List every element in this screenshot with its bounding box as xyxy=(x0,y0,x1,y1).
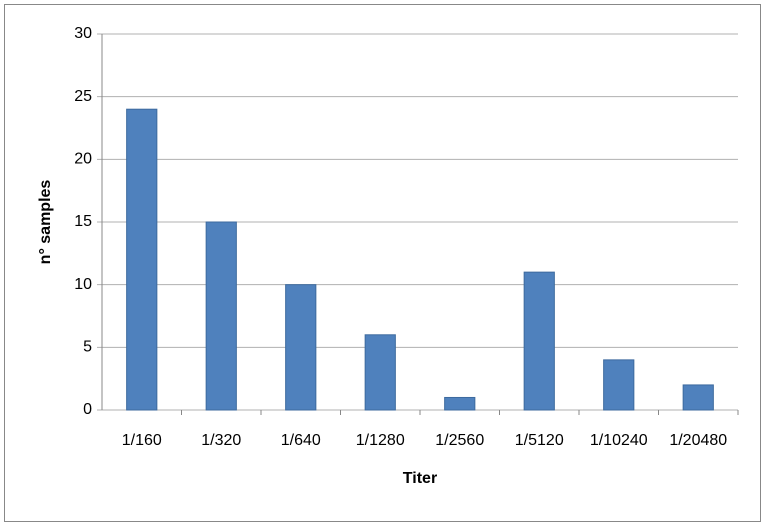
x-tick-label: 1/1280 xyxy=(356,432,405,449)
bar xyxy=(682,384,714,411)
x-axis-title: Titer xyxy=(403,470,437,487)
x-tick-label: 1/10240 xyxy=(590,432,648,449)
bar xyxy=(603,359,635,411)
y-tick-label: 25 xyxy=(74,88,92,105)
x-tick-label: 1/2560 xyxy=(435,432,484,449)
bar xyxy=(285,284,317,411)
y-tick-label: 5 xyxy=(83,339,92,356)
y-tick-label: 30 xyxy=(74,25,92,42)
x-tick-label: 1/160 xyxy=(122,432,162,449)
bar xyxy=(444,396,476,411)
bar xyxy=(523,271,555,411)
bar xyxy=(205,221,237,411)
y-tick-label: 0 xyxy=(83,401,92,418)
x-tick-label: 1/320 xyxy=(201,432,241,449)
x-tick-label: 1/20480 xyxy=(669,432,727,449)
bar xyxy=(364,334,396,411)
x-tick-label: 1/5120 xyxy=(515,432,564,449)
x-tick-label: 1/640 xyxy=(281,432,321,449)
y-tick-label: 20 xyxy=(74,151,92,168)
bar xyxy=(126,108,158,411)
y-axis-title: n° samples xyxy=(37,180,54,265)
y-tick-label: 15 xyxy=(74,213,92,230)
y-tick-label: 10 xyxy=(74,276,92,293)
